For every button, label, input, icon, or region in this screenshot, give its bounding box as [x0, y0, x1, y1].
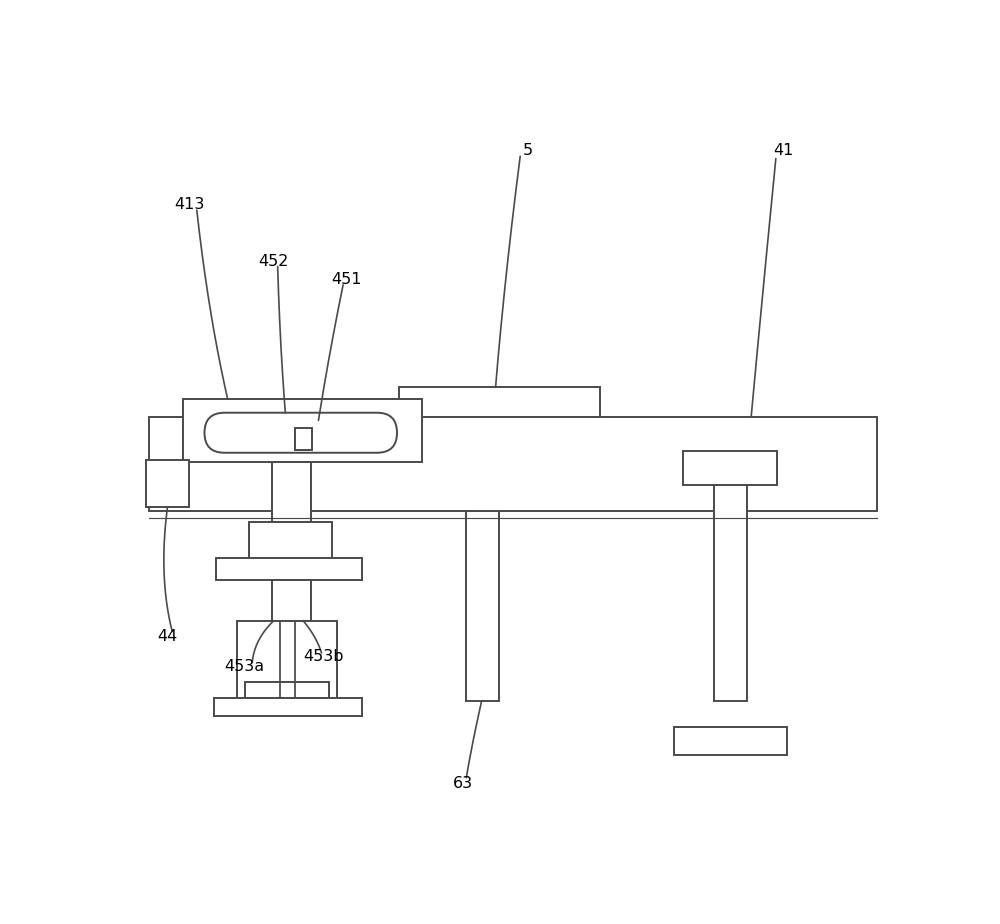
Text: 41: 41: [773, 143, 794, 158]
Bar: [245, 682, 329, 698]
Bar: [237, 621, 337, 699]
Bar: [214, 698, 362, 716]
FancyBboxPatch shape: [205, 413, 397, 453]
Bar: [272, 462, 311, 522]
Bar: [149, 417, 877, 510]
Text: 44: 44: [157, 628, 178, 643]
Bar: [146, 460, 189, 506]
Bar: [714, 485, 747, 700]
Text: 63: 63: [452, 776, 473, 791]
Bar: [466, 510, 499, 700]
Bar: [272, 580, 311, 621]
Bar: [183, 399, 422, 462]
Text: 5: 5: [523, 143, 533, 158]
Bar: [683, 451, 777, 485]
Text: 413: 413: [174, 198, 204, 213]
Text: 451: 451: [332, 272, 362, 287]
Bar: [249, 522, 332, 559]
Bar: [295, 428, 312, 450]
Bar: [399, 387, 600, 417]
Text: 452: 452: [259, 254, 289, 269]
Text: 453a: 453a: [224, 660, 265, 675]
Bar: [674, 727, 787, 755]
Text: 453b: 453b: [304, 650, 344, 664]
Bar: [216, 558, 362, 580]
